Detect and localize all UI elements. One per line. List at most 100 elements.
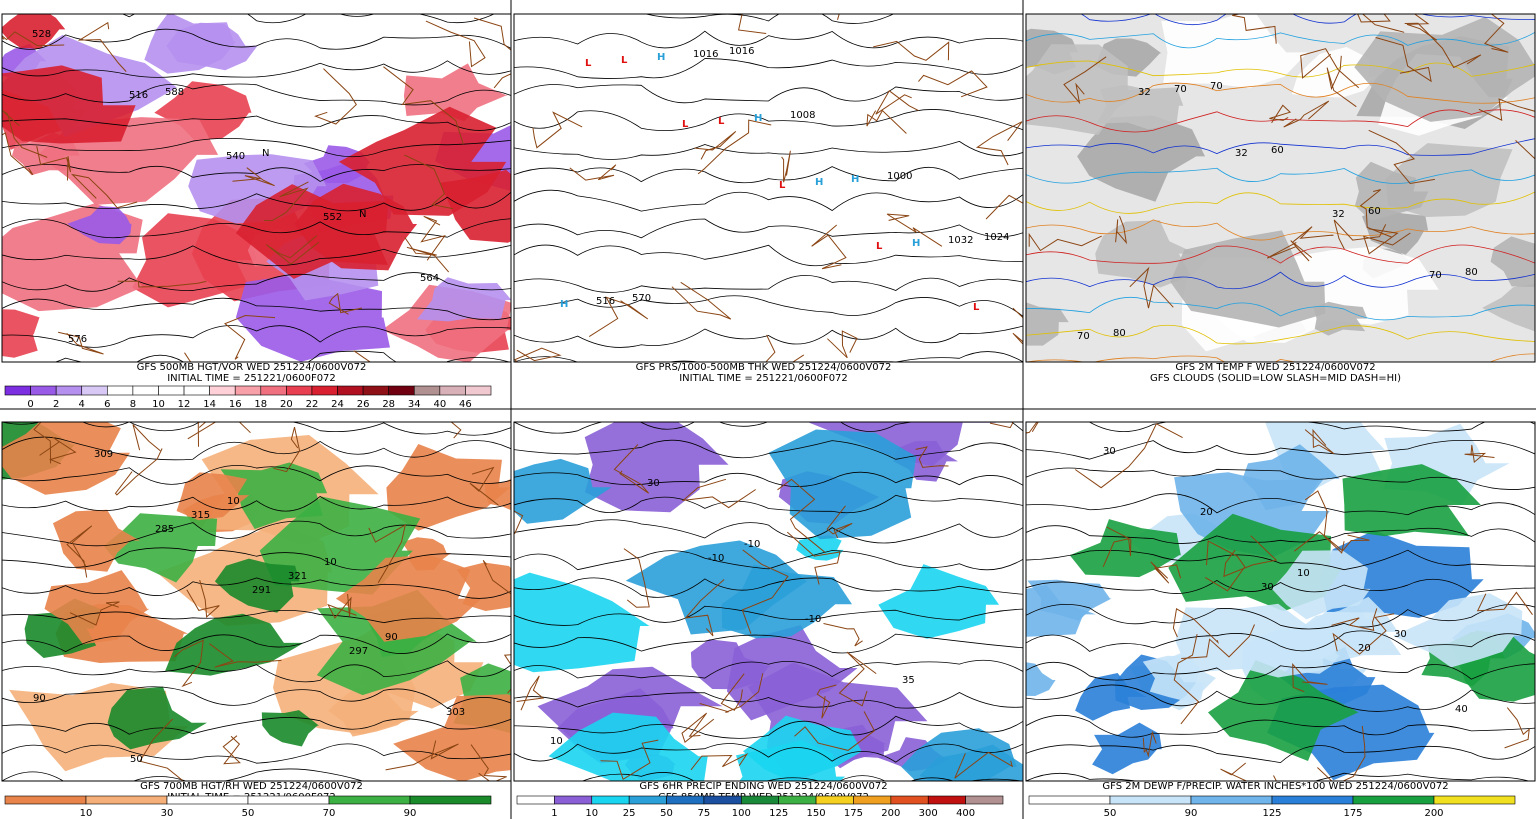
colorbar-label: 50 bbox=[1104, 808, 1117, 819]
colorbar-label: 125 bbox=[769, 808, 788, 819]
state-border bbox=[420, 215, 446, 261]
contour-line bbox=[1026, 31, 1535, 49]
contour-line bbox=[1026, 603, 1535, 630]
shaded-region bbox=[154, 81, 252, 140]
state-border bbox=[383, 66, 464, 145]
contour-label: 10 bbox=[1297, 568, 1310, 579]
colorbar-label: 50 bbox=[660, 808, 673, 819]
state-border bbox=[720, 673, 745, 711]
caption: GFS PRS/1000-500MB THK WED 251224/0600V0… bbox=[636, 362, 892, 373]
shaded-region bbox=[1026, 585, 1096, 637]
contour-label: H bbox=[851, 174, 859, 185]
state-border bbox=[263, 181, 309, 222]
state-border bbox=[1142, 730, 1157, 758]
state-border bbox=[516, 675, 545, 711]
contour-line bbox=[2, 297, 511, 321]
colorbar-label: 22 bbox=[306, 399, 319, 410]
colorbar-segment bbox=[311, 385, 338, 396]
state-border bbox=[187, 422, 251, 440]
contour-line bbox=[2, 436, 511, 461]
state-border bbox=[1115, 215, 1128, 245]
colorbar-segment bbox=[1190, 795, 1273, 805]
contour-line bbox=[2, 137, 511, 158]
contour-label: 50 bbox=[130, 754, 143, 765]
state-border bbox=[2, 109, 48, 158]
state-border bbox=[1359, 189, 1392, 238]
contour-label: 60 bbox=[1368, 206, 1381, 217]
contour-label: 1016 bbox=[729, 46, 754, 57]
colorbar-label: 10 bbox=[80, 808, 93, 819]
contour-label: 70 bbox=[1210, 81, 1223, 92]
contour-line bbox=[1026, 14, 1535, 26]
contour-line bbox=[2, 610, 511, 624]
shaded-region bbox=[1142, 655, 1217, 703]
colorbar-segment bbox=[703, 795, 742, 805]
contour-label: 297 bbox=[349, 646, 368, 657]
contour-line bbox=[514, 471, 1023, 488]
contour-line bbox=[1026, 109, 1535, 133]
state-border bbox=[918, 70, 988, 98]
contour-label: H bbox=[657, 52, 665, 63]
state-border bbox=[514, 510, 524, 535]
state-border bbox=[1283, 100, 1330, 128]
contour-label: 1016 bbox=[693, 49, 718, 60]
contour-line bbox=[1026, 525, 1535, 544]
map-area: L L L L L L L H H H H H H 1032 516 1016 1008 1000 1024 570 1… bbox=[514, 14, 1023, 362]
colorbar-segment bbox=[413, 385, 441, 396]
contour-label: -10 bbox=[744, 539, 760, 550]
shaded-region bbox=[220, 462, 328, 529]
state-border bbox=[985, 194, 1023, 220]
state-border bbox=[781, 150, 791, 183]
contour-line bbox=[514, 743, 1023, 763]
colorbar-label: 14 bbox=[203, 399, 216, 410]
state-border bbox=[765, 334, 776, 362]
state-border bbox=[569, 164, 617, 181]
state-border bbox=[273, 426, 301, 473]
state-border bbox=[1012, 307, 1023, 345]
contour-label: 32 bbox=[1235, 148, 1248, 159]
contour-line bbox=[1026, 219, 1535, 241]
colorbar-segment bbox=[1352, 795, 1435, 805]
colorbar-segment bbox=[409, 795, 492, 805]
state-border bbox=[1476, 591, 1533, 615]
state-border bbox=[473, 17, 511, 89]
contour-line bbox=[2, 520, 511, 547]
state-border bbox=[70, 173, 138, 209]
contour-line bbox=[514, 14, 895, 24]
state-border bbox=[1173, 633, 1200, 725]
contour-label: H bbox=[912, 238, 920, 249]
state-border bbox=[794, 711, 876, 751]
state-border bbox=[1223, 535, 1278, 578]
state-border bbox=[197, 422, 207, 447]
map-background bbox=[514, 14, 1023, 362]
shaded-region bbox=[417, 277, 511, 322]
colorbar-label: 1 bbox=[551, 808, 557, 819]
colorbar-segment bbox=[1028, 795, 1111, 805]
state-border bbox=[2, 132, 34, 176]
state-border bbox=[1028, 232, 1102, 252]
shaded-region bbox=[2, 422, 130, 495]
contour-label: 315 bbox=[191, 510, 210, 521]
shaded-region bbox=[386, 444, 511, 531]
colorbar-label: 4 bbox=[79, 399, 85, 410]
contour-line bbox=[2, 577, 511, 599]
contour-label: L bbox=[585, 58, 592, 69]
state-border bbox=[954, 751, 1014, 779]
contour-line bbox=[1026, 167, 1535, 184]
caption: GFS 6HR PRECIP ENDING WED 251224/0600V07… bbox=[639, 781, 887, 792]
contour-label: -10 bbox=[708, 553, 724, 564]
contour-line bbox=[514, 659, 1023, 679]
state-border bbox=[873, 40, 950, 61]
map-area: -10 -10 35 10 30 -10 bbox=[514, 422, 1023, 781]
contour-line bbox=[2, 422, 511, 436]
contour-line bbox=[514, 140, 1023, 160]
state-border bbox=[915, 446, 949, 468]
colorbar-segment bbox=[4, 385, 31, 396]
contour-label: 309 bbox=[94, 449, 113, 460]
state-border bbox=[1074, 423, 1183, 489]
contour-label: 516 bbox=[596, 296, 615, 307]
state-border bbox=[36, 145, 71, 181]
colorbar-label: 40 bbox=[433, 399, 446, 410]
contour-label: 540 bbox=[226, 151, 245, 162]
colorbar-segment bbox=[927, 795, 966, 805]
